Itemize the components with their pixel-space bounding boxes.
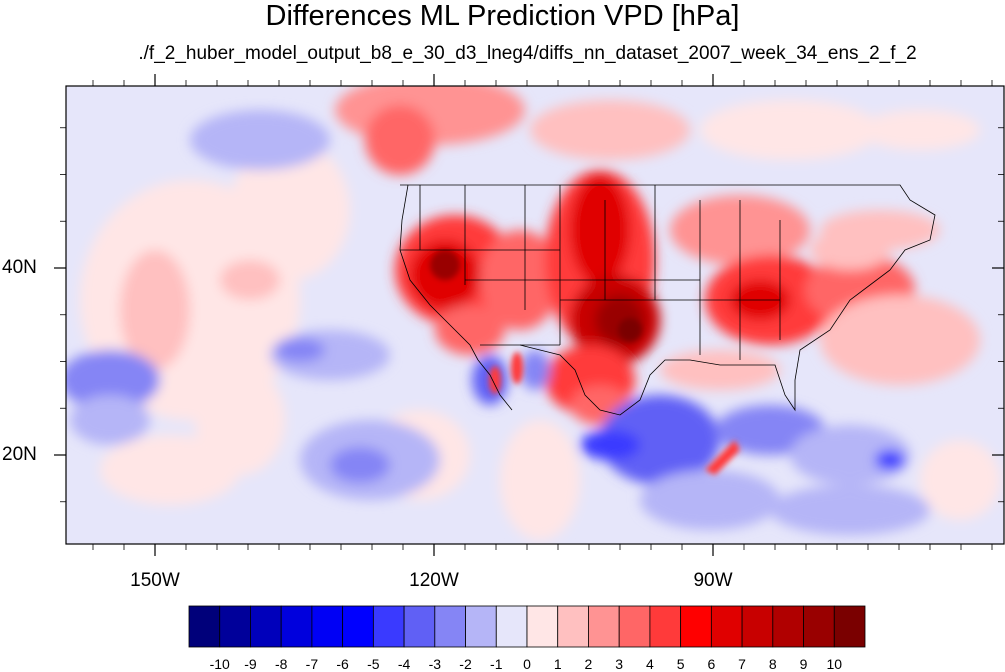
map-subtitle: ./f_2_huber_model_output_b8_e_30_d3_lneg… — [138, 43, 917, 64]
colorbar-swatch — [465, 605, 497, 648]
colorbar-swatch — [557, 605, 589, 648]
colorbar-tick-label: 7 — [738, 656, 746, 672]
colorbar-swatch — [833, 605, 866, 648]
colorbar-swatch — [710, 605, 743, 648]
colorbar-tick-label: 0 — [523, 656, 531, 672]
colorbar — [188, 605, 866, 648]
colorbar-swatch — [526, 605, 559, 648]
colorbar-tick-label: -7 — [305, 656, 319, 672]
colorbar-tick-label: -6 — [336, 656, 349, 672]
colorbar-swatch — [588, 605, 620, 648]
colorbar-tick-label: -2 — [459, 656, 472, 672]
colorbar-swatch — [434, 605, 466, 648]
colorbar-swatch — [403, 605, 436, 648]
colorbar-swatch — [342, 605, 374, 648]
colorbar-swatch — [219, 605, 251, 648]
colorbar-tick-label: 1 — [553, 656, 562, 672]
colorbar-tick-label: 5 — [676, 656, 685, 672]
field-layer — [66, 86, 1004, 544]
colorbar-tick-label: 10 — [826, 656, 843, 672]
colorbar-tick-label: -1 — [490, 656, 503, 672]
colorbar-swatch — [618, 605, 651, 648]
colorbar-tick-label: -3 — [428, 656, 442, 672]
colorbar-tick-label: -4 — [397, 656, 411, 672]
lon-label-120w: 120W — [409, 570, 459, 591]
minor-ticks — [60, 80, 1004, 550]
coastline-layer — [399, 184, 936, 416]
lon-label-150w: 150W — [130, 570, 180, 591]
colorbar-tick-label: -9 — [244, 656, 257, 672]
colorbar-tick-label: -8 — [274, 656, 288, 672]
colorbar-tick-label: 4 — [646, 656, 654, 672]
colorbar-tick-label: -5 — [367, 656, 380, 672]
colorbar-swatch — [280, 605, 313, 648]
colorbar-tick-label: -10 — [209, 656, 230, 672]
lat-label-20n: 20N — [2, 444, 37, 465]
colorbar-tick-label: 3 — [615, 656, 624, 672]
colorbar-swatch — [680, 605, 712, 648]
colorbar-swatch — [772, 605, 804, 648]
colorbar-swatch — [741, 605, 774, 648]
colorbar-swatch — [803, 605, 835, 648]
colorbar-swatch — [311, 605, 344, 648]
colorbar-swatch — [250, 605, 282, 648]
colorbar-tick-label: 8 — [768, 656, 777, 672]
colorbar-swatch — [372, 605, 405, 648]
colorbar-swatch — [495, 605, 528, 648]
map-title: Differences ML Prediction VPD [hPa] — [265, 0, 740, 32]
colorbar-tick-label: 2 — [584, 656, 593, 672]
colorbar-swatch — [649, 605, 682, 648]
colorbar-swatch — [188, 605, 221, 648]
colorbar-tick-label: 9 — [799, 656, 808, 672]
lat-label-40n: 40N — [2, 257, 37, 278]
lon-label-90w: 90W — [693, 570, 733, 591]
colorbar-tick-label: 6 — [707, 656, 716, 672]
